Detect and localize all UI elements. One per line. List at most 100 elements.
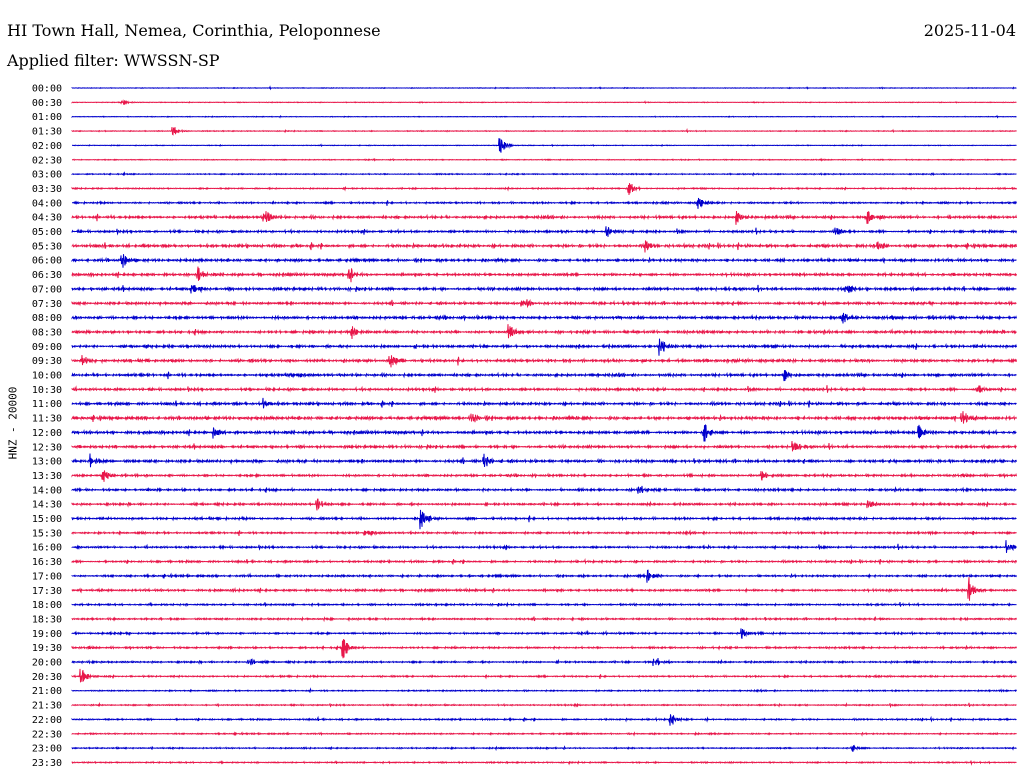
row-label: 02:30	[32, 155, 62, 166]
row-label: 21:30	[32, 701, 62, 712]
row-label: 17:00	[32, 571, 62, 582]
trace-1900	[71, 628, 1017, 639]
trace-1200	[71, 424, 1017, 442]
row-label: 23:30	[32, 758, 62, 769]
trace-1730	[71, 577, 1017, 601]
trace-0300	[71, 171, 1017, 177]
filter-label: Applied filter: WWSSN-SP	[7, 51, 220, 70]
row-label: 04:30	[32, 213, 62, 224]
trace-0330	[71, 183, 1017, 196]
row-label: 22:30	[32, 729, 62, 740]
row-label: 07:00	[32, 284, 62, 295]
row-label: 11:30	[32, 414, 62, 425]
row-label: 22:00	[32, 715, 62, 726]
trace-0530	[71, 240, 1017, 253]
trace-2130	[71, 701, 1017, 709]
trace-0800	[71, 312, 1017, 324]
trace-2300	[71, 744, 1017, 752]
row-label: 15:00	[32, 514, 62, 525]
trace-1500	[71, 509, 1017, 530]
trace-1530	[71, 529, 1017, 537]
trace-0900	[71, 338, 1017, 356]
trace-0030	[71, 99, 1017, 106]
row-label: 08:30	[32, 327, 62, 338]
trace-2230	[71, 731, 1017, 737]
trace-1130	[71, 411, 1017, 424]
trace-0700	[71, 284, 1017, 294]
row-label: 09:00	[32, 342, 62, 353]
trace-0930	[71, 355, 1017, 368]
row-label: 06:00	[32, 256, 62, 267]
trace-1930	[71, 639, 1017, 659]
trace-0230	[71, 157, 1017, 162]
trace-0100	[71, 114, 1017, 119]
record-date: 2025-11-04	[923, 21, 1016, 40]
row-label: 20:00	[32, 658, 62, 669]
row-label: 04:00	[32, 198, 62, 209]
trace-1300	[71, 453, 1017, 468]
row-label: 03:00	[32, 170, 62, 181]
trace-1000	[71, 370, 1017, 382]
row-label: 05:30	[32, 241, 62, 252]
row-label: 18:30	[32, 614, 62, 625]
row-label: 15:30	[32, 528, 62, 539]
trace-1630	[71, 558, 1017, 565]
trace-2000	[71, 657, 1017, 667]
row-label: 05:00	[32, 227, 62, 238]
trace-2330	[71, 760, 1017, 766]
row-label: 10:00	[32, 371, 62, 382]
row-label: 17:30	[32, 586, 62, 597]
row-label: 12:00	[32, 428, 62, 439]
trace-0500	[71, 226, 1017, 237]
trace-0600	[71, 254, 1017, 268]
trace-1400	[71, 485, 1017, 494]
row-label: 19:00	[32, 629, 62, 640]
row-label: 01:00	[32, 112, 62, 123]
trace-0400	[72, 197, 1017, 209]
trace-0430	[71, 210, 1017, 225]
row-label: 00:00	[32, 84, 62, 95]
trace-1230	[71, 440, 1017, 452]
row-label: 21:00	[32, 686, 62, 697]
row-label: 13:00	[32, 457, 62, 468]
row-label: 03:30	[32, 184, 62, 195]
row-label: 13:30	[32, 471, 62, 482]
trace-0730	[71, 298, 1017, 309]
row-label: 02:00	[32, 141, 62, 152]
trace-1330	[71, 470, 1017, 482]
row-label: 12:30	[32, 442, 62, 453]
row-label: 07:30	[32, 299, 62, 310]
trace-1800	[71, 601, 1017, 608]
trace-0830	[71, 324, 1017, 340]
trace-0130	[71, 127, 1017, 136]
trace-2200	[71, 714, 1017, 726]
trace-1830	[71, 615, 1017, 623]
trace-1030	[71, 385, 1017, 393]
row-label: 01:30	[32, 127, 62, 138]
trace-1600	[71, 540, 1017, 553]
row-label: 08:00	[32, 313, 62, 324]
row-label: 09:30	[32, 356, 62, 367]
row-label: 19:30	[32, 643, 62, 654]
trace-0000	[71, 85, 1017, 91]
row-label: 14:00	[32, 485, 62, 496]
row-label: 23:00	[32, 744, 62, 755]
row-label: 16:00	[32, 543, 62, 554]
trace-0200	[72, 138, 1017, 153]
row-label: 16:30	[32, 557, 62, 568]
trace-1430	[71, 498, 1017, 511]
row-label: 10:30	[32, 385, 62, 396]
row-label: 20:30	[32, 672, 62, 683]
row-label: 00:30	[32, 98, 62, 109]
row-label: 18:00	[32, 600, 62, 611]
trace-1100	[71, 397, 1017, 409]
trace-1700	[71, 569, 1017, 583]
trace-2100	[71, 687, 1017, 693]
row-label: 14:30	[32, 500, 62, 511]
row-label: 11:00	[32, 399, 62, 410]
row-label: 06:30	[32, 270, 62, 281]
trace-2030	[71, 668, 1017, 683]
station-title: HI Town Hall, Nemea, Corinthia, Peloponn…	[7, 21, 381, 40]
trace-0630	[71, 266, 1017, 283]
